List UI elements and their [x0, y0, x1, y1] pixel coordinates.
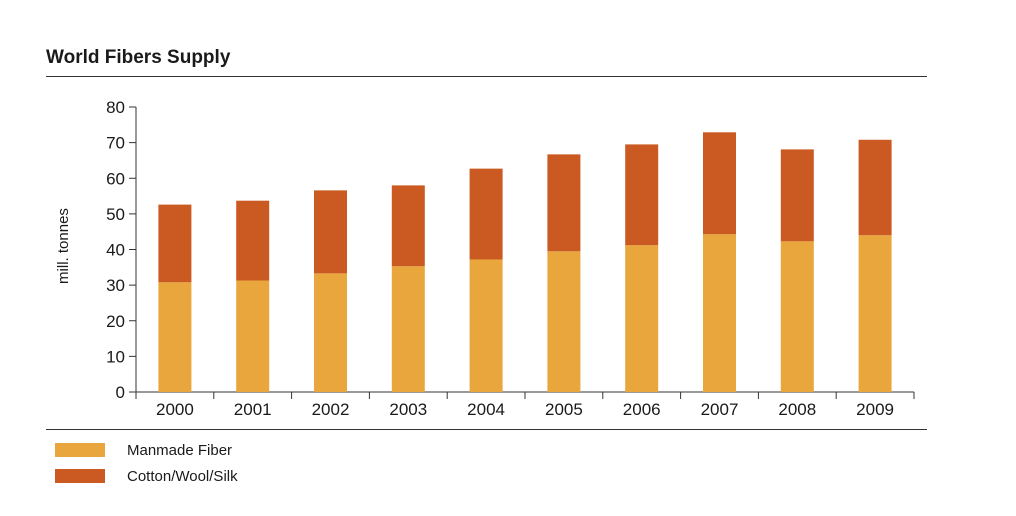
x-tick-label: 2003: [389, 400, 427, 419]
bar-2008-series-0: [780, 241, 814, 392]
legend-item-cotton: Cotton/Wool/Silk: [55, 463, 238, 489]
y-tick-label: 10: [106, 347, 125, 366]
bar-2008-series-1: [780, 149, 814, 242]
bar-2009-series-1: [858, 139, 892, 236]
y-tick-label: 70: [106, 134, 125, 153]
bar-2002-series-1: [314, 190, 347, 274]
legend-item-manmade: Manmade Fiber: [55, 437, 238, 463]
bar-2000-series-1: [158, 204, 192, 283]
legend-rule: [46, 429, 927, 430]
bar-2007-series-1: [703, 132, 736, 235]
x-tick-label: 2001: [234, 400, 272, 419]
x-tick-label: 2002: [312, 400, 350, 419]
bar-2003-series-0: [391, 266, 425, 392]
bars: [158, 132, 892, 392]
tick-labels: 0 10 20 30 40 50 60 70 80 2000 2001 2002 2003 2004 200…: [106, 98, 894, 419]
bar-2009-series-0: [858, 235, 892, 392]
bar-2000-series-0: [158, 282, 192, 392]
y-tick-label: 60: [106, 169, 125, 188]
legend-swatch-manmade: [55, 443, 105, 457]
bar-2006-series-0: [625, 245, 659, 392]
x-tick-label: 2009: [856, 400, 894, 419]
y-tick-label: 30: [106, 276, 125, 295]
bar-2004-series-0: [469, 259, 503, 392]
bar-2005-series-0: [547, 251, 581, 392]
x-tick-label: 2004: [467, 400, 505, 419]
bar-2007-series-0: [703, 234, 736, 392]
bar-2006-series-1: [625, 144, 659, 246]
x-tick-label: 2007: [701, 400, 739, 419]
legend: Manmade Fiber Cotton/Wool/Silk: [55, 437, 238, 489]
bar-2001-series-1: [236, 200, 270, 281]
x-tick-label: 2006: [623, 400, 661, 419]
x-tick-label: 2008: [778, 400, 816, 419]
y-tick-label: 50: [106, 205, 125, 224]
legend-label-cotton: Cotton/Wool/Silk: [127, 467, 238, 485]
bar-2001-series-0: [236, 280, 270, 392]
chart-title: World Fibers Supply: [46, 47, 231, 68]
bar-2002-series-0: [314, 273, 347, 392]
y-tick-label: 0: [116, 383, 125, 402]
title-rule: [46, 76, 927, 77]
x-tick-label: 2005: [545, 400, 583, 419]
y-tick-label: 20: [106, 312, 125, 331]
x-tick-label: 2000: [156, 400, 194, 419]
legend-swatch-cotton: [55, 469, 105, 483]
y-tick-label: 40: [106, 241, 125, 260]
y-axis-title: mill. tonnes: [55, 208, 72, 284]
bar-2003-series-1: [391, 185, 425, 267]
y-tick-label: 80: [106, 98, 125, 117]
bar-2005-series-1: [547, 154, 581, 252]
legend-label-manmade: Manmade Fiber: [127, 441, 233, 459]
bar-2004-series-1: [469, 168, 503, 260]
